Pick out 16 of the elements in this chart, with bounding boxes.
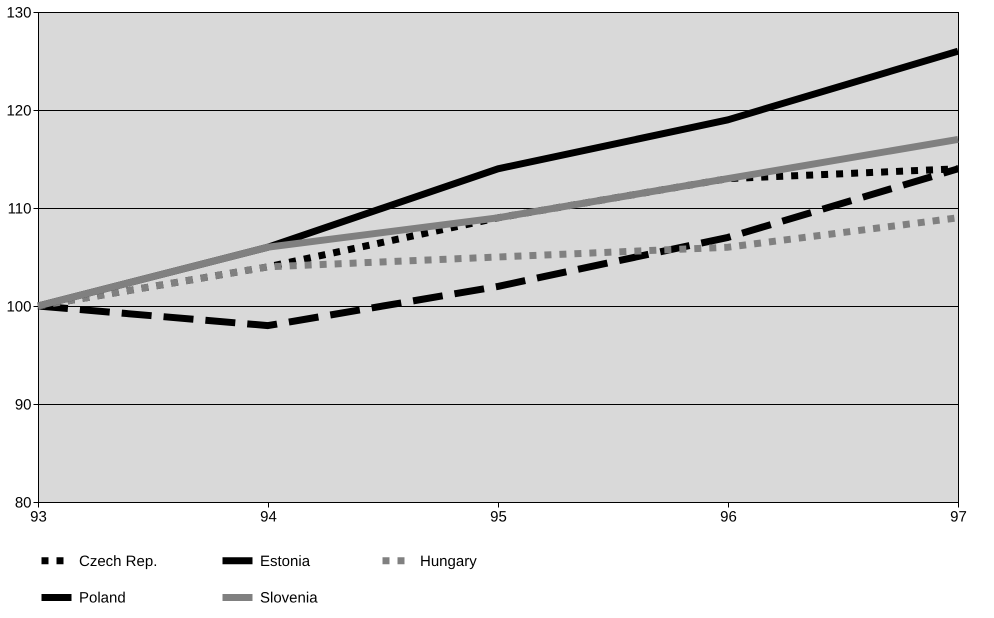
legend-label: Czech Rep. — [79, 552, 158, 570]
legend-label: Slovenia — [260, 590, 318, 606]
x-tick-label: 94 — [260, 508, 277, 526]
legend-label: Poland — [79, 590, 126, 606]
y-tick-label: 130 — [6, 4, 32, 22]
y-tick-label: 110 — [8, 200, 32, 218]
y-tick-label: 90 — [14, 396, 32, 414]
x-tick-label: 95 — [490, 508, 507, 526]
legend-label: Estonia — [260, 552, 311, 570]
x-tick-label: 97 — [950, 508, 967, 526]
x-tick-label: 93 — [30, 508, 47, 526]
y-tick-label: 80 — [14, 494, 32, 512]
y-tick-label: 120 — [6, 102, 32, 120]
y-tick-label: 100 — [6, 298, 32, 316]
x-tick-label: 96 — [720, 508, 737, 526]
legend-label: Hungary — [420, 552, 478, 570]
